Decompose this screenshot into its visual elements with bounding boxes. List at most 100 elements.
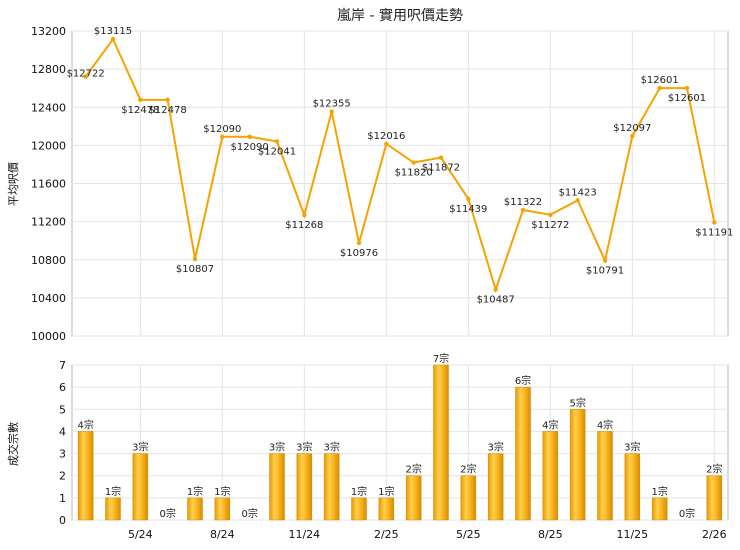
x-tick-label: 2/26 xyxy=(702,528,727,541)
price-point xyxy=(138,97,143,103)
count-data-label: 6宗 xyxy=(515,374,531,387)
price-point xyxy=(329,109,334,114)
price-point xyxy=(192,256,198,262)
count-bar xyxy=(487,453,504,521)
count-data-label: 0宗 xyxy=(679,507,695,520)
count-bar xyxy=(77,431,94,521)
count-tick-label: 0 xyxy=(59,514,66,527)
price-data-label: $11272 xyxy=(531,220,569,231)
x-tick-label: 8/24 xyxy=(210,528,235,541)
price-tick-label: 13200 xyxy=(31,25,66,38)
count-data-label: 0宗 xyxy=(241,507,257,520)
count-bar xyxy=(651,497,668,521)
price-point xyxy=(247,134,252,139)
count-bar xyxy=(351,497,367,521)
count-data-label: 1宗 xyxy=(378,485,394,498)
count-bar xyxy=(405,475,422,521)
count-data-label: 4宗 xyxy=(77,418,93,431)
price-tick-label: 12000 xyxy=(31,139,66,152)
price-point xyxy=(657,85,662,91)
price-point xyxy=(220,134,225,139)
price-data-label: $12601 xyxy=(668,93,706,104)
price-point xyxy=(548,212,553,217)
price-point xyxy=(493,287,498,292)
price-line xyxy=(84,37,716,293)
count-bar xyxy=(187,497,203,521)
count-data-label: 1宗 xyxy=(187,485,203,498)
price-data-label: $11191 xyxy=(695,227,733,238)
price-data-label: $11268 xyxy=(285,220,323,231)
count-bar xyxy=(569,409,586,521)
price-data-label: $10791 xyxy=(586,266,624,277)
price-data-label: $10976 xyxy=(340,248,378,259)
price-data-label: $11872 xyxy=(422,163,460,174)
count-bar xyxy=(597,431,613,521)
count-y-axis-label: 成交宗數 xyxy=(6,422,20,466)
price-point xyxy=(602,258,608,263)
count-bar xyxy=(542,431,559,521)
count-bar xyxy=(378,497,395,521)
count-data-label: 3宗 xyxy=(624,441,640,454)
count-data-label: 1宗 xyxy=(651,485,667,498)
price-data-label: $11423 xyxy=(559,187,597,198)
count-tick-label: 2 xyxy=(59,470,66,483)
price-point xyxy=(356,240,362,246)
price-data-label: $10487 xyxy=(477,295,515,306)
price-data-label: $12097 xyxy=(613,123,651,134)
count-data-label: 0宗 xyxy=(159,507,175,520)
count-data-label: 3宗 xyxy=(296,441,312,454)
price-point xyxy=(384,141,389,147)
price-data-label: $12478 xyxy=(121,105,159,116)
count-bar xyxy=(706,475,723,521)
count-data-label: 1宗 xyxy=(214,485,230,498)
price-data-label: $11439 xyxy=(449,204,487,215)
count-bar xyxy=(214,497,231,521)
price-y-axis-label: 平均呎價 xyxy=(6,162,20,206)
count-bar xyxy=(269,453,285,521)
price-data-label: $12601 xyxy=(641,75,679,86)
price-tick-label: 12400 xyxy=(31,101,66,114)
price-data-label: $11820 xyxy=(395,168,433,179)
count-panel: 0 1 2 3 4 5 6 7 4宗 1宗 3宗 0宗 1宗 1宗 0宗 3宗 3宗 3宗 1宗 1宗 2宗 7宗 2宗 3宗… xyxy=(59,352,729,541)
chart-title: 嵐岸 - 實用呎價走勢 xyxy=(337,7,463,24)
count-bar xyxy=(105,497,121,521)
plot-area xyxy=(71,364,729,521)
count-data-label: 3宗 xyxy=(269,441,285,454)
count-bar xyxy=(433,364,449,521)
count-bar xyxy=(323,453,340,521)
count-tick-label: 7 xyxy=(59,359,66,372)
price-data-label: $12016 xyxy=(367,131,405,142)
count-data-label: 3宗 xyxy=(132,441,148,454)
x-tick-label: 8/25 xyxy=(538,528,563,541)
count-data-label: 2宗 xyxy=(706,463,722,476)
price-data-label: $12090 xyxy=(231,142,269,153)
price-point xyxy=(466,196,471,202)
count-bar xyxy=(515,386,531,521)
count-tick-label: 4 xyxy=(59,425,66,438)
price-tick-label: 11600 xyxy=(31,178,66,191)
price-point xyxy=(165,97,170,103)
count-data-label: 3宗 xyxy=(323,441,339,454)
price-tick-label: 11200 xyxy=(31,216,66,229)
x-tick-label: 2/25 xyxy=(374,528,399,541)
count-data-label: 1宗 xyxy=(351,485,367,498)
price-tick-label: 10800 xyxy=(31,254,66,267)
price-point xyxy=(83,74,88,79)
price-point xyxy=(684,85,690,91)
price-tick-label: 12800 xyxy=(31,63,66,76)
x-tick-label: 11/24 xyxy=(288,528,320,541)
price-point xyxy=(575,198,580,203)
price-data-label: $13115 xyxy=(94,26,132,37)
x-tick-label: 5/24 xyxy=(128,528,153,541)
count-data-label: 3宗 xyxy=(487,441,503,454)
count-tick-label: 5 xyxy=(59,403,66,416)
price-point xyxy=(110,36,116,42)
price-point xyxy=(411,160,416,165)
count-tick-label: 6 xyxy=(59,381,66,394)
count-data-label: 2宗 xyxy=(460,463,476,476)
count-data-label: 7宗 xyxy=(433,352,449,365)
price-point xyxy=(630,133,635,139)
price-panel: 10000 10400 10800 11200 11600 12000 12400 12800… xyxy=(31,25,733,343)
